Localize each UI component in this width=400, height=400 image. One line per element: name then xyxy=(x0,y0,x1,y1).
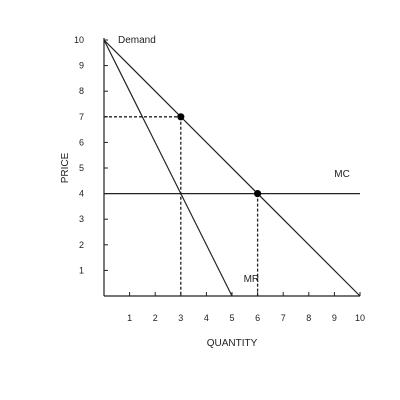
y-tick-label: 8 xyxy=(79,86,84,96)
mc-label: MC xyxy=(334,169,350,180)
x-axis-label: QUANTITY xyxy=(207,338,258,349)
mr-label: MR xyxy=(244,274,260,285)
y-tick-label: 1 xyxy=(79,265,84,275)
x-tick-label: 2 xyxy=(153,313,158,323)
series-lines xyxy=(103,39,361,297)
y-axis: 1 2 3 4 5 6 7 8 9 10 xyxy=(74,35,108,296)
series-labels: Demand MR MC xyxy=(118,35,350,285)
y-tick-label: 7 xyxy=(79,112,84,122)
x-tick-label: 6 xyxy=(255,313,260,323)
y-tick-label: 10 xyxy=(74,35,84,45)
y-tick-label: 9 xyxy=(79,61,84,71)
y-tick-label: 6 xyxy=(79,137,84,147)
x-ticks: 1 2 3 4 5 6 7 8 9 10 xyxy=(127,292,365,323)
x-tick-label: 1 xyxy=(127,313,132,323)
x-tick-label: 7 xyxy=(281,313,286,323)
x-tick-label: 8 xyxy=(306,313,311,323)
y-tick-label: 4 xyxy=(79,189,84,199)
y-tick-label: 5 xyxy=(79,163,84,173)
x-tick-label: 5 xyxy=(229,313,234,323)
demand-label: Demand xyxy=(118,35,156,46)
demand-line xyxy=(103,39,361,297)
highlight-point xyxy=(254,190,262,198)
y-ticks: 1 2 3 4 5 6 7 8 9 10 xyxy=(74,35,108,275)
y-axis-label: PRICE xyxy=(60,152,71,183)
reference-lines xyxy=(104,116,259,296)
x-tick-label: 3 xyxy=(178,313,183,323)
x-tick-label: 10 xyxy=(355,313,365,323)
y-tick-label: 3 xyxy=(79,214,84,224)
y-tick-label: 2 xyxy=(79,240,84,250)
highlight-points xyxy=(177,113,262,198)
highlight-point xyxy=(177,113,185,121)
x-tick-label: 4 xyxy=(204,313,209,323)
x-axis: 1 2 3 4 5 6 7 8 9 10 xyxy=(104,292,365,323)
x-tick-label: 9 xyxy=(332,313,337,323)
mr-line xyxy=(103,39,233,297)
